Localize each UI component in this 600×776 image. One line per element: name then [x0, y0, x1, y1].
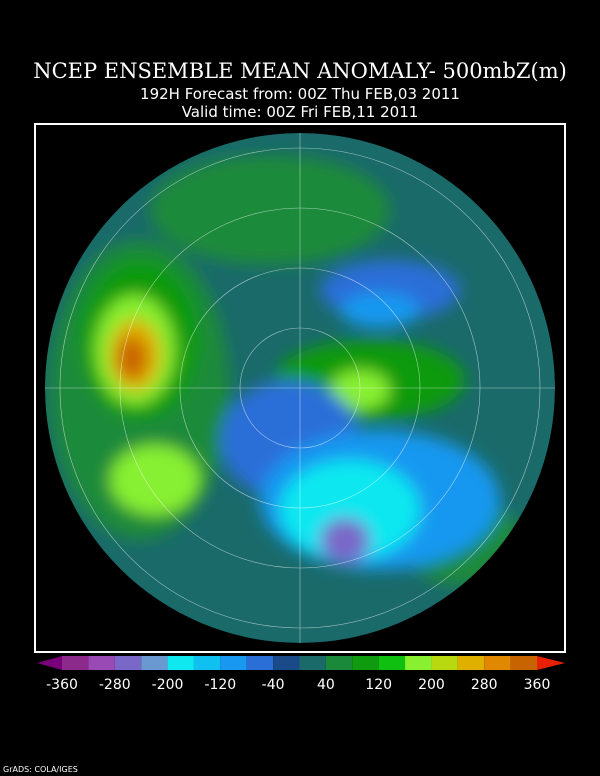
- colorbar-label: -360: [46, 677, 78, 693]
- colorbar-low: [37, 656, 62, 670]
- map: [45, 133, 555, 643]
- colorbar-box: [484, 656, 511, 670]
- title: NCEP ENSEMBLE MEAN ANOMALY- 500mbZ(m): [33, 59, 567, 83]
- colorbar-box: [273, 656, 300, 670]
- colorbar-label: -40: [262, 677, 285, 693]
- colorbar-label: -120: [204, 677, 236, 693]
- colorbar-box: [220, 656, 247, 670]
- colorbar-box: [325, 656, 353, 670]
- colorbar-box: [378, 656, 406, 670]
- colorbar-box: [62, 656, 89, 670]
- footer: GrADS: COLA/IGES: [3, 765, 78, 774]
- colorbar-label: 200: [418, 677, 445, 693]
- colorbar-box: [431, 656, 458, 670]
- colorbar-box: [141, 656, 168, 670]
- colorbar-box: [246, 656, 274, 670]
- graticule: [45, 133, 555, 643]
- forecast-line: 192H Forecast from: 00Z Thu FEB,03 2011: [140, 85, 460, 103]
- colorbar-box: [352, 656, 379, 670]
- colorbar-box: [114, 656, 142, 670]
- colorbar-label: 280: [471, 677, 498, 693]
- colorbar-high: [537, 656, 565, 670]
- colorbar-label: 360: [524, 677, 551, 693]
- colorbar-label: 40: [317, 677, 335, 693]
- colorbar-box: [193, 656, 221, 670]
- colorbar-label: -200: [152, 677, 184, 693]
- colorbar-box: [299, 656, 326, 670]
- colorbar-box: [510, 656, 537, 670]
- colorbar-box: [167, 656, 194, 670]
- colorbar-box: [405, 656, 432, 670]
- valid-line: Valid time: 00Z Fri FEB,11 2011: [182, 103, 419, 121]
- colorbar-box: [457, 656, 485, 670]
- colorbar: -360 -280 -200 -120 -40 40 120 200 280 360: [37, 656, 565, 693]
- colorbar-box: [88, 656, 115, 670]
- colorbar-label: 120: [365, 677, 392, 693]
- anomaly-fields: [50, 155, 520, 585]
- colorbar-label: -280: [99, 677, 131, 693]
